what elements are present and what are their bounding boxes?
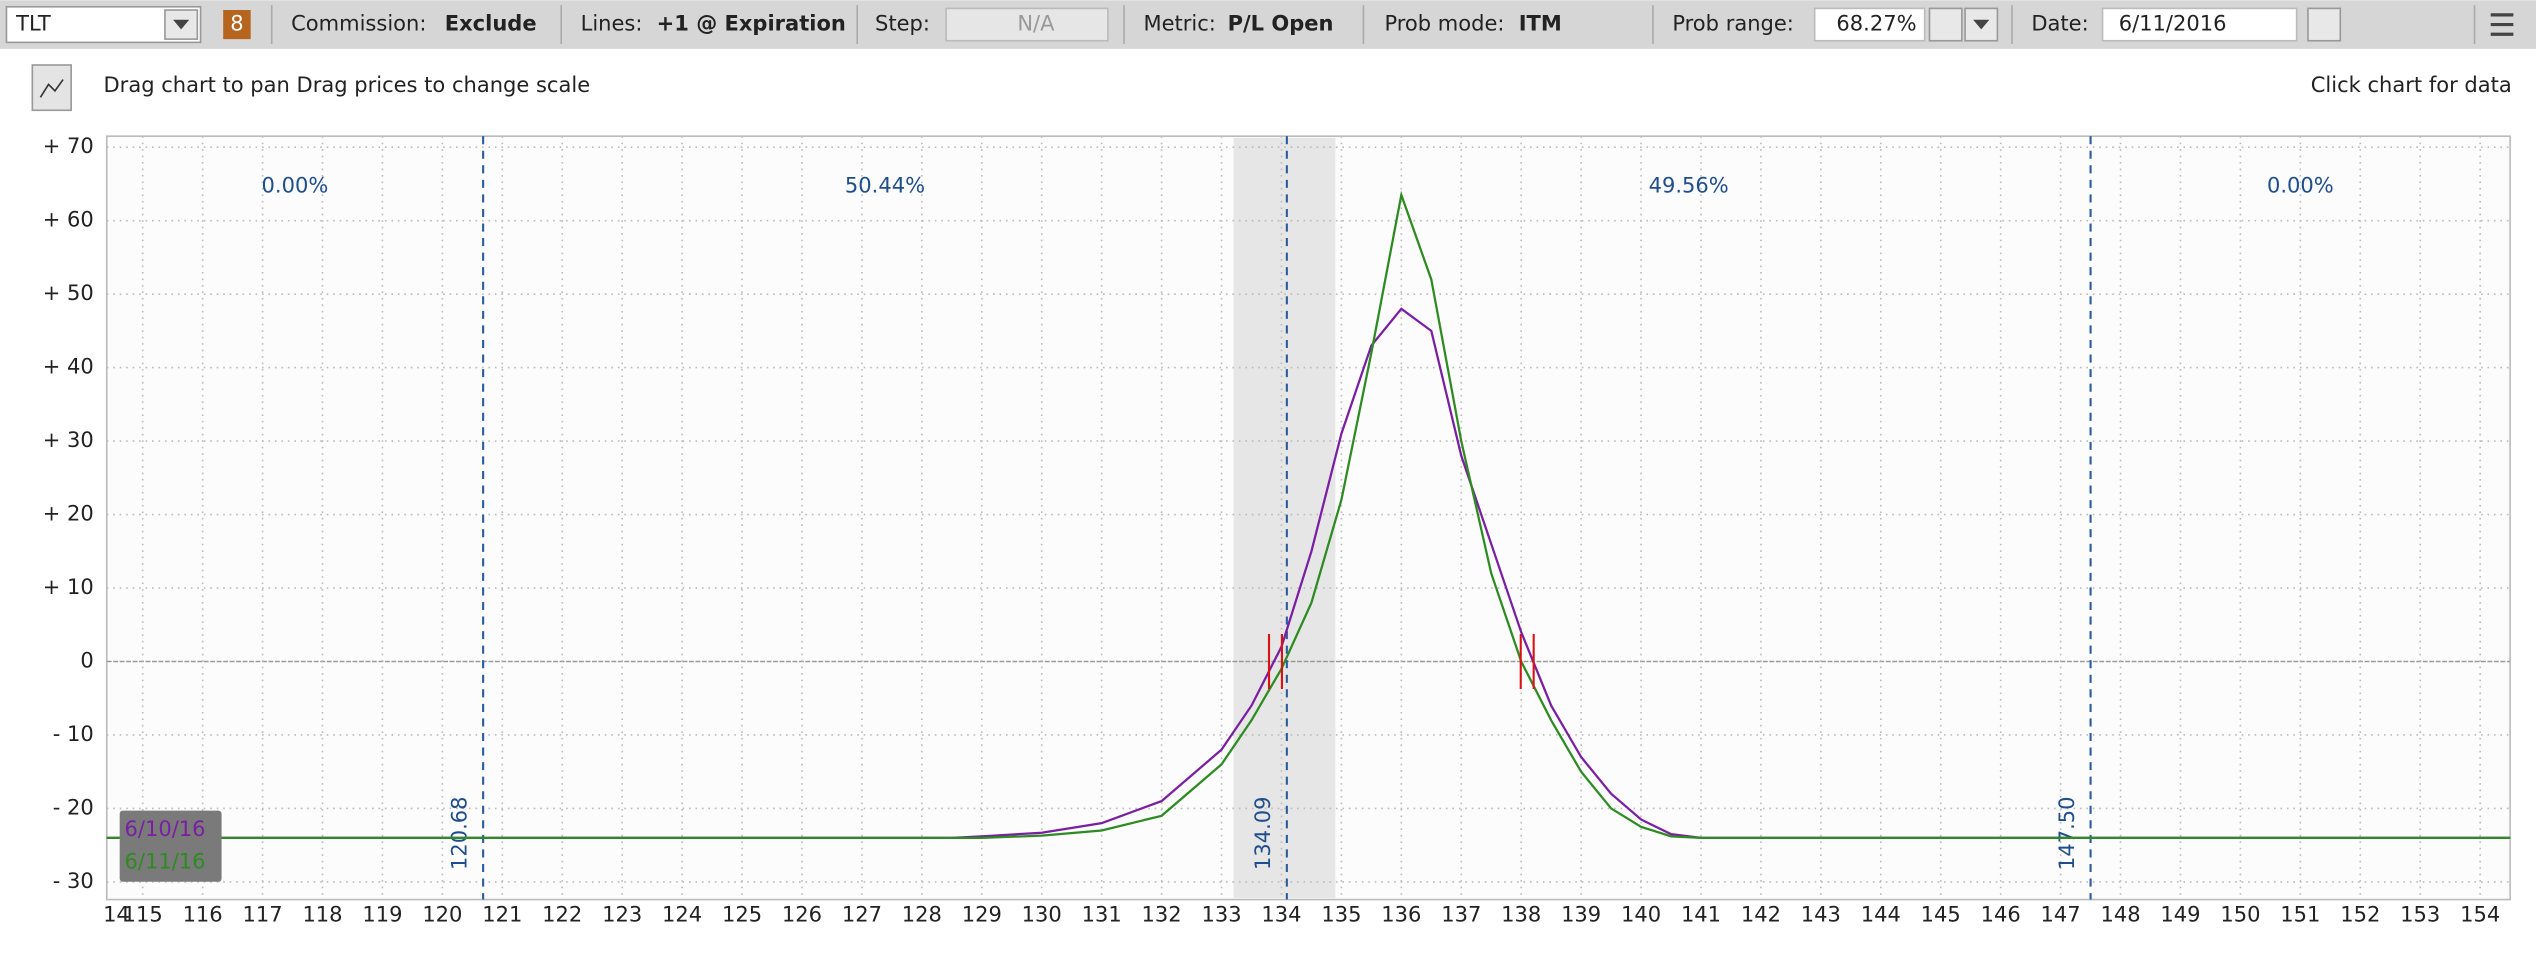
x-tick-label: 126 — [782, 902, 822, 927]
x-tick-label: 115 — [123, 902, 163, 927]
highlight-band — [1233, 137, 1336, 898]
x-tick-label: 146 — [1981, 902, 2021, 927]
x-tick-label: 138 — [1501, 902, 1541, 927]
label: Prob mode: — [1384, 11, 1504, 36]
zone-probability: 0.00% — [2267, 172, 2334, 197]
hint: Click chart for data — [2311, 72, 2512, 97]
x-tick-label: 145 — [1921, 902, 1961, 927]
x-tick-label: 150 — [2220, 902, 2260, 927]
label: Prob range: — [1672, 11, 1794, 36]
legend-entry: 6/10/16 — [125, 816, 206, 841]
value[interactable]: ITM — [1519, 11, 1562, 36]
y-tick-label: + 10 — [43, 574, 94, 599]
x-tick-label: 118 — [302, 902, 342, 927]
x-tick-label: 152 — [2340, 902, 2380, 927]
label: Lines: — [581, 11, 643, 36]
zone-probability: 0.00% — [262, 172, 329, 197]
y-tick-label: - 10 — [53, 721, 94, 746]
y-tick-label: + 50 — [43, 280, 94, 305]
dropdown-arrow — [1973, 19, 1990, 30]
separators — [270, 5, 2476, 44]
y-tick-label: + 70 — [43, 133, 94, 158]
zone-probability: 50.44% — [845, 172, 925, 197]
x-tick-label: 125 — [722, 902, 762, 927]
zone-probability: 49.56% — [1649, 172, 1729, 197]
value[interactable]: P/L Open — [1228, 11, 1334, 36]
spinner[interactable] — [1928, 7, 1963, 42]
x-tick-label: 120 — [422, 902, 462, 927]
badge[interactable] — [223, 10, 251, 40]
prob-field[interactable] — [1813, 7, 1926, 42]
x-tick-label: 124 — [662, 902, 702, 927]
x-tick-label: 141 — [1681, 902, 1721, 927]
x-tick-label: 154 — [2460, 902, 2500, 927]
x-tick-label: 149 — [2160, 902, 2200, 927]
y-tick-label: + 60 — [43, 207, 94, 232]
price-line-label: 147.50 — [2054, 796, 2079, 870]
symbol: TLT — [15, 11, 51, 36]
label: Commission: — [291, 11, 426, 36]
value[interactable]: +1 @ Expiration — [657, 11, 846, 36]
value: N/A — [1017, 11, 1055, 36]
value[interactable]: Exclude — [445, 11, 537, 36]
x-tick-label: 130 — [1022, 902, 1062, 927]
menu-icon[interactable] — [2490, 13, 2514, 36]
label: Metric: — [1143, 11, 1215, 36]
badge-text: 8 — [230, 11, 243, 36]
x-tick-label: 117 — [243, 902, 283, 927]
spinner[interactable] — [2307, 7, 2342, 42]
series-line — [106, 190, 2511, 839]
x-tick-label: 122 — [542, 902, 582, 927]
x-tick-label: 128 — [902, 902, 942, 927]
y-tick-label: 0 — [80, 648, 93, 673]
x-tick-label: 135 — [1321, 902, 1361, 927]
series-line — [106, 307, 2511, 839]
dropdown-arrow — [173, 19, 190, 30]
value: 68.27% — [1836, 11, 1916, 36]
x-tick-label: 127 — [842, 902, 882, 927]
x-tick-label: 153 — [2400, 902, 2440, 927]
date-field[interactable] — [2101, 7, 2298, 42]
y-tick-label: + 20 — [43, 501, 94, 526]
x-tick-label: 136 — [1381, 902, 1421, 927]
x-tick-label: 123 — [602, 902, 642, 927]
x-tick-label: 144 — [1861, 902, 1901, 927]
x-tick-label: 119 — [362, 902, 402, 927]
y-tick-label: + 40 — [43, 354, 94, 379]
value: 6/11/2016 — [2119, 11, 2227, 36]
x-tick-label: 116 — [183, 902, 223, 927]
x-tick-label: 134 — [1261, 902, 1301, 927]
x-tick-label: 147 — [2041, 902, 2081, 927]
legend-entry: 6/11/16 — [125, 848, 206, 873]
label: Step: — [875, 11, 930, 36]
chart-icon-glyph — [39, 79, 64, 98]
y-tick-label: - 30 — [53, 868, 94, 893]
x-tick-label: 143 — [1801, 902, 1841, 927]
x-tick-label: 151 — [2280, 902, 2320, 927]
x-tick-label: 131 — [1082, 902, 1122, 927]
x-tick-label: 137 — [1441, 902, 1481, 927]
x-tick-label: 129 — [962, 902, 1002, 927]
step-field — [945, 7, 1109, 42]
x-tick-label: 132 — [1142, 902, 1182, 927]
x-tick-label: 142 — [1741, 902, 1781, 927]
y-tick-label: + 30 — [43, 427, 94, 452]
x-tick-label: 148 — [2100, 902, 2140, 927]
x-tick-label: 121 — [482, 902, 522, 927]
x-tick-label: 140 — [1621, 902, 1661, 927]
price-line-label: 134.09 — [1250, 796, 1275, 870]
label: Date: — [2031, 11, 2088, 36]
y-tick-label: - 20 — [53, 794, 94, 819]
x-tick-label: 133 — [1201, 902, 1241, 927]
price-line-label: 120.68 — [446, 796, 471, 870]
legend — [119, 810, 222, 882]
x-tick-label: 14 — [103, 902, 130, 927]
hint: Drag chart to pan Drag prices to change … — [104, 72, 591, 97]
x-tick-label: 139 — [1561, 902, 1601, 927]
